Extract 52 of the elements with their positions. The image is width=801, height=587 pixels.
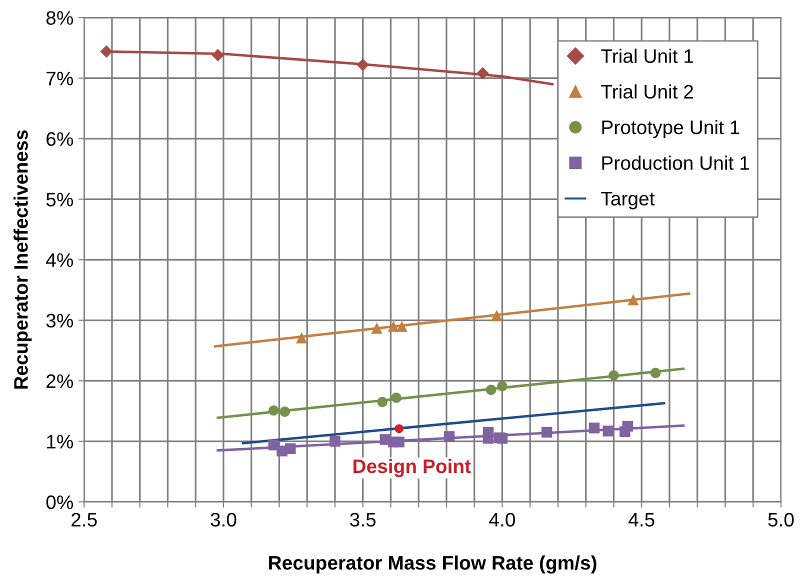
point xyxy=(212,48,224,62)
y-tick-label: 7% xyxy=(46,72,73,86)
y-tick-label: 1% xyxy=(47,434,73,449)
point xyxy=(296,332,308,344)
point xyxy=(486,384,496,396)
point xyxy=(496,432,508,444)
y-tick-label: 6% xyxy=(46,132,73,146)
legend-label: Production Unit 1 xyxy=(602,156,749,170)
y-tick-label: 2% xyxy=(46,374,73,388)
point xyxy=(482,432,494,444)
point xyxy=(391,392,402,403)
y-tick-label: 0% xyxy=(46,495,73,510)
point xyxy=(268,405,279,416)
point xyxy=(280,406,290,417)
legend-label: Trial Unit 1 xyxy=(601,48,694,64)
x-axis-title: Recuperator Mass Flow Rate (gm/s) xyxy=(269,555,596,574)
point xyxy=(371,322,382,334)
point xyxy=(330,436,340,447)
point xyxy=(622,420,634,432)
x-tick-label: 3.0 xyxy=(210,512,236,527)
point xyxy=(444,431,455,442)
point xyxy=(100,45,113,58)
point xyxy=(285,443,296,454)
point xyxy=(628,294,639,306)
x-tick-label: 4.0 xyxy=(489,512,515,527)
y-axis-title: Recuperator Ineffectiveness xyxy=(14,130,32,389)
legend-label: Trial Unit 2 xyxy=(601,84,694,99)
point xyxy=(491,310,502,322)
y-tick-label: 4% xyxy=(46,253,73,267)
point xyxy=(588,422,600,434)
x-tick-label: 4.5 xyxy=(628,513,654,527)
point xyxy=(541,426,552,438)
point xyxy=(356,58,370,72)
point xyxy=(394,436,404,448)
legend-label: Prototype Unit 1 xyxy=(602,120,740,138)
point xyxy=(476,67,489,80)
point xyxy=(602,426,614,436)
annotation: Design Point xyxy=(354,458,471,478)
x-tick-label: 3.5 xyxy=(350,512,376,527)
x-tick-label: 2.5 xyxy=(72,512,97,527)
y-tick-label: 8% xyxy=(46,11,73,25)
point xyxy=(396,320,408,332)
point xyxy=(377,396,388,408)
point xyxy=(650,368,661,378)
point xyxy=(608,370,619,381)
legend-label: Target xyxy=(601,192,655,210)
y-tick-label: 3% xyxy=(46,314,73,328)
y-tick-label: 5% xyxy=(46,192,73,206)
x-tick-label: 5.0 xyxy=(768,512,794,527)
point xyxy=(497,381,508,392)
point xyxy=(394,424,404,434)
point xyxy=(388,320,400,332)
